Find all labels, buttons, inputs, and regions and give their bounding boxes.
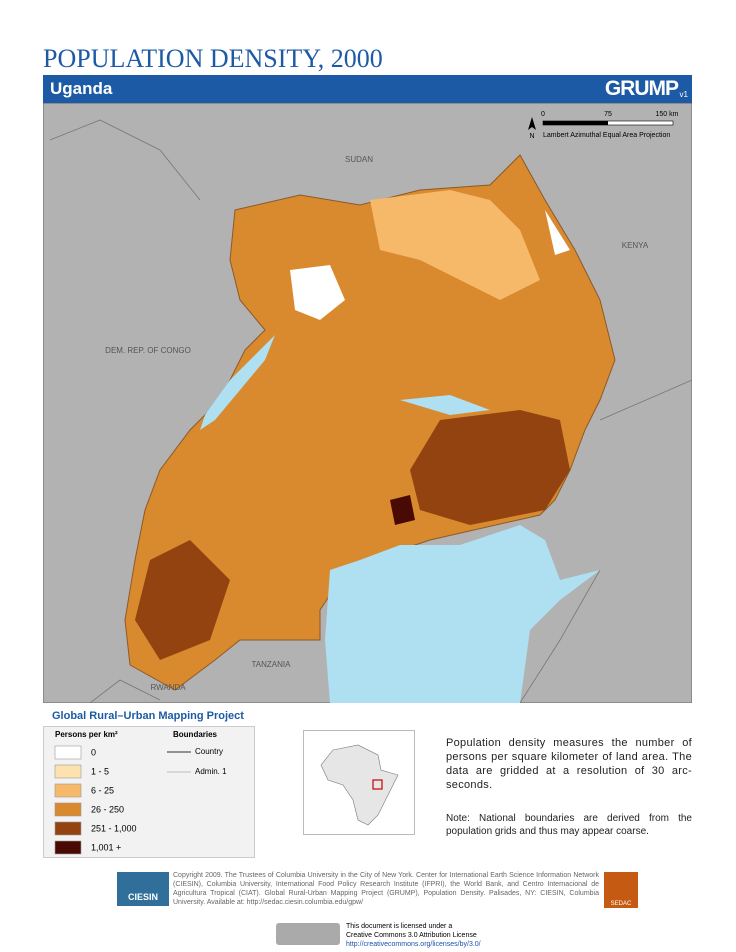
density-area: [390, 495, 415, 525]
grump-version: v1: [679, 90, 688, 99]
sedac-logo: SEDAC: [604, 872, 638, 908]
license-line: Creative Commons 3.0 Attribution License: [346, 932, 477, 939]
scale-label: 150 km: [656, 111, 679, 118]
legend-swatch: [54, 802, 82, 817]
legend-swatch: [54, 745, 82, 760]
lake-victoria: [325, 525, 600, 703]
density-area: [135, 540, 230, 660]
density-area: [410, 410, 570, 525]
border-line: [49, 119, 201, 201]
license-line: This document is licensed under a: [346, 923, 453, 930]
density-area: [545, 210, 570, 255]
lake-kyoga: [400, 395, 490, 415]
density-area: [290, 265, 345, 320]
map: SUDAN KENYA DEM. REP. OF CONGO TANZANIA …: [43, 103, 692, 703]
legend-title: Persons per km²: [55, 730, 118, 739]
copyright: Copyright 2009. The Trustees of Columbia…: [173, 872, 599, 906]
lake-albert: [200, 335, 275, 430]
country-label: KENYA: [622, 241, 649, 250]
legend-swatch: [54, 764, 82, 779]
density-area: [370, 190, 540, 300]
border-line: [599, 379, 692, 421]
africa: [320, 744, 399, 826]
country-label: SUDAN: [345, 155, 373, 164]
legend-label: 1,001 +: [91, 842, 121, 852]
country-label: DEM. REP. OF CONGO: [105, 346, 191, 355]
inset-map: [303, 730, 415, 835]
legend-swatch: [54, 821, 82, 836]
projection: Lambert Azimuthal Equal Area Projection: [543, 132, 670, 139]
title: POPULATION DENSITY, 2000: [43, 44, 383, 73]
legend-swatch: [54, 783, 82, 798]
boundaries-title: Boundaries: [173, 730, 218, 739]
legend-label: 1 - 5: [91, 766, 109, 776]
legend-label: 251 - 1,000: [91, 823, 137, 833]
map-shapes: [49, 119, 692, 703]
legend-label: 6 - 25: [91, 785, 114, 795]
country-label: RWANDA: [150, 683, 186, 692]
border-line: [519, 569, 601, 703]
country-label: TANZANIA: [252, 660, 292, 669]
cc-badge: [276, 923, 340, 945]
license-link: http://creativecommons.org/licenses/by/3…: [346, 941, 481, 948]
description: Population density measures the number o…: [446, 737, 692, 791]
legend-swatch: [54, 840, 82, 855]
north-arrow: [528, 117, 536, 130]
license: This document is licensed under a Creati…: [346, 922, 481, 949]
border-line: [89, 679, 161, 703]
north-label: N: [529, 133, 534, 140]
boundary-label: Country: [195, 747, 223, 756]
note: Note: National boundaries are derived fr…: [446, 813, 692, 837]
scale-bar: 0 75 150 km N Lambert Azimuthal Equal Ar…: [528, 111, 679, 140]
grump-logo: GRUMP: [604, 77, 679, 100]
country-name: Uganda: [50, 79, 113, 98]
legend: Persons per km² Boundaries Country Admin…: [43, 726, 255, 858]
scale-label: 75: [604, 111, 612, 118]
legend-label: 26 - 250: [91, 804, 124, 814]
scale-label: 0: [541, 111, 545, 118]
boundary-label: Admin. 1: [195, 767, 227, 776]
project-name: Global Rural–Urban Mapping Project: [52, 710, 244, 722]
ciesin-logo: CIESIN: [117, 872, 169, 906]
legend-label: 0: [91, 747, 96, 757]
uganda-locator: [372, 779, 383, 790]
scale-bar-rect: [543, 121, 608, 125]
title-bar: Uganda GRUMP v1: [43, 75, 692, 103]
